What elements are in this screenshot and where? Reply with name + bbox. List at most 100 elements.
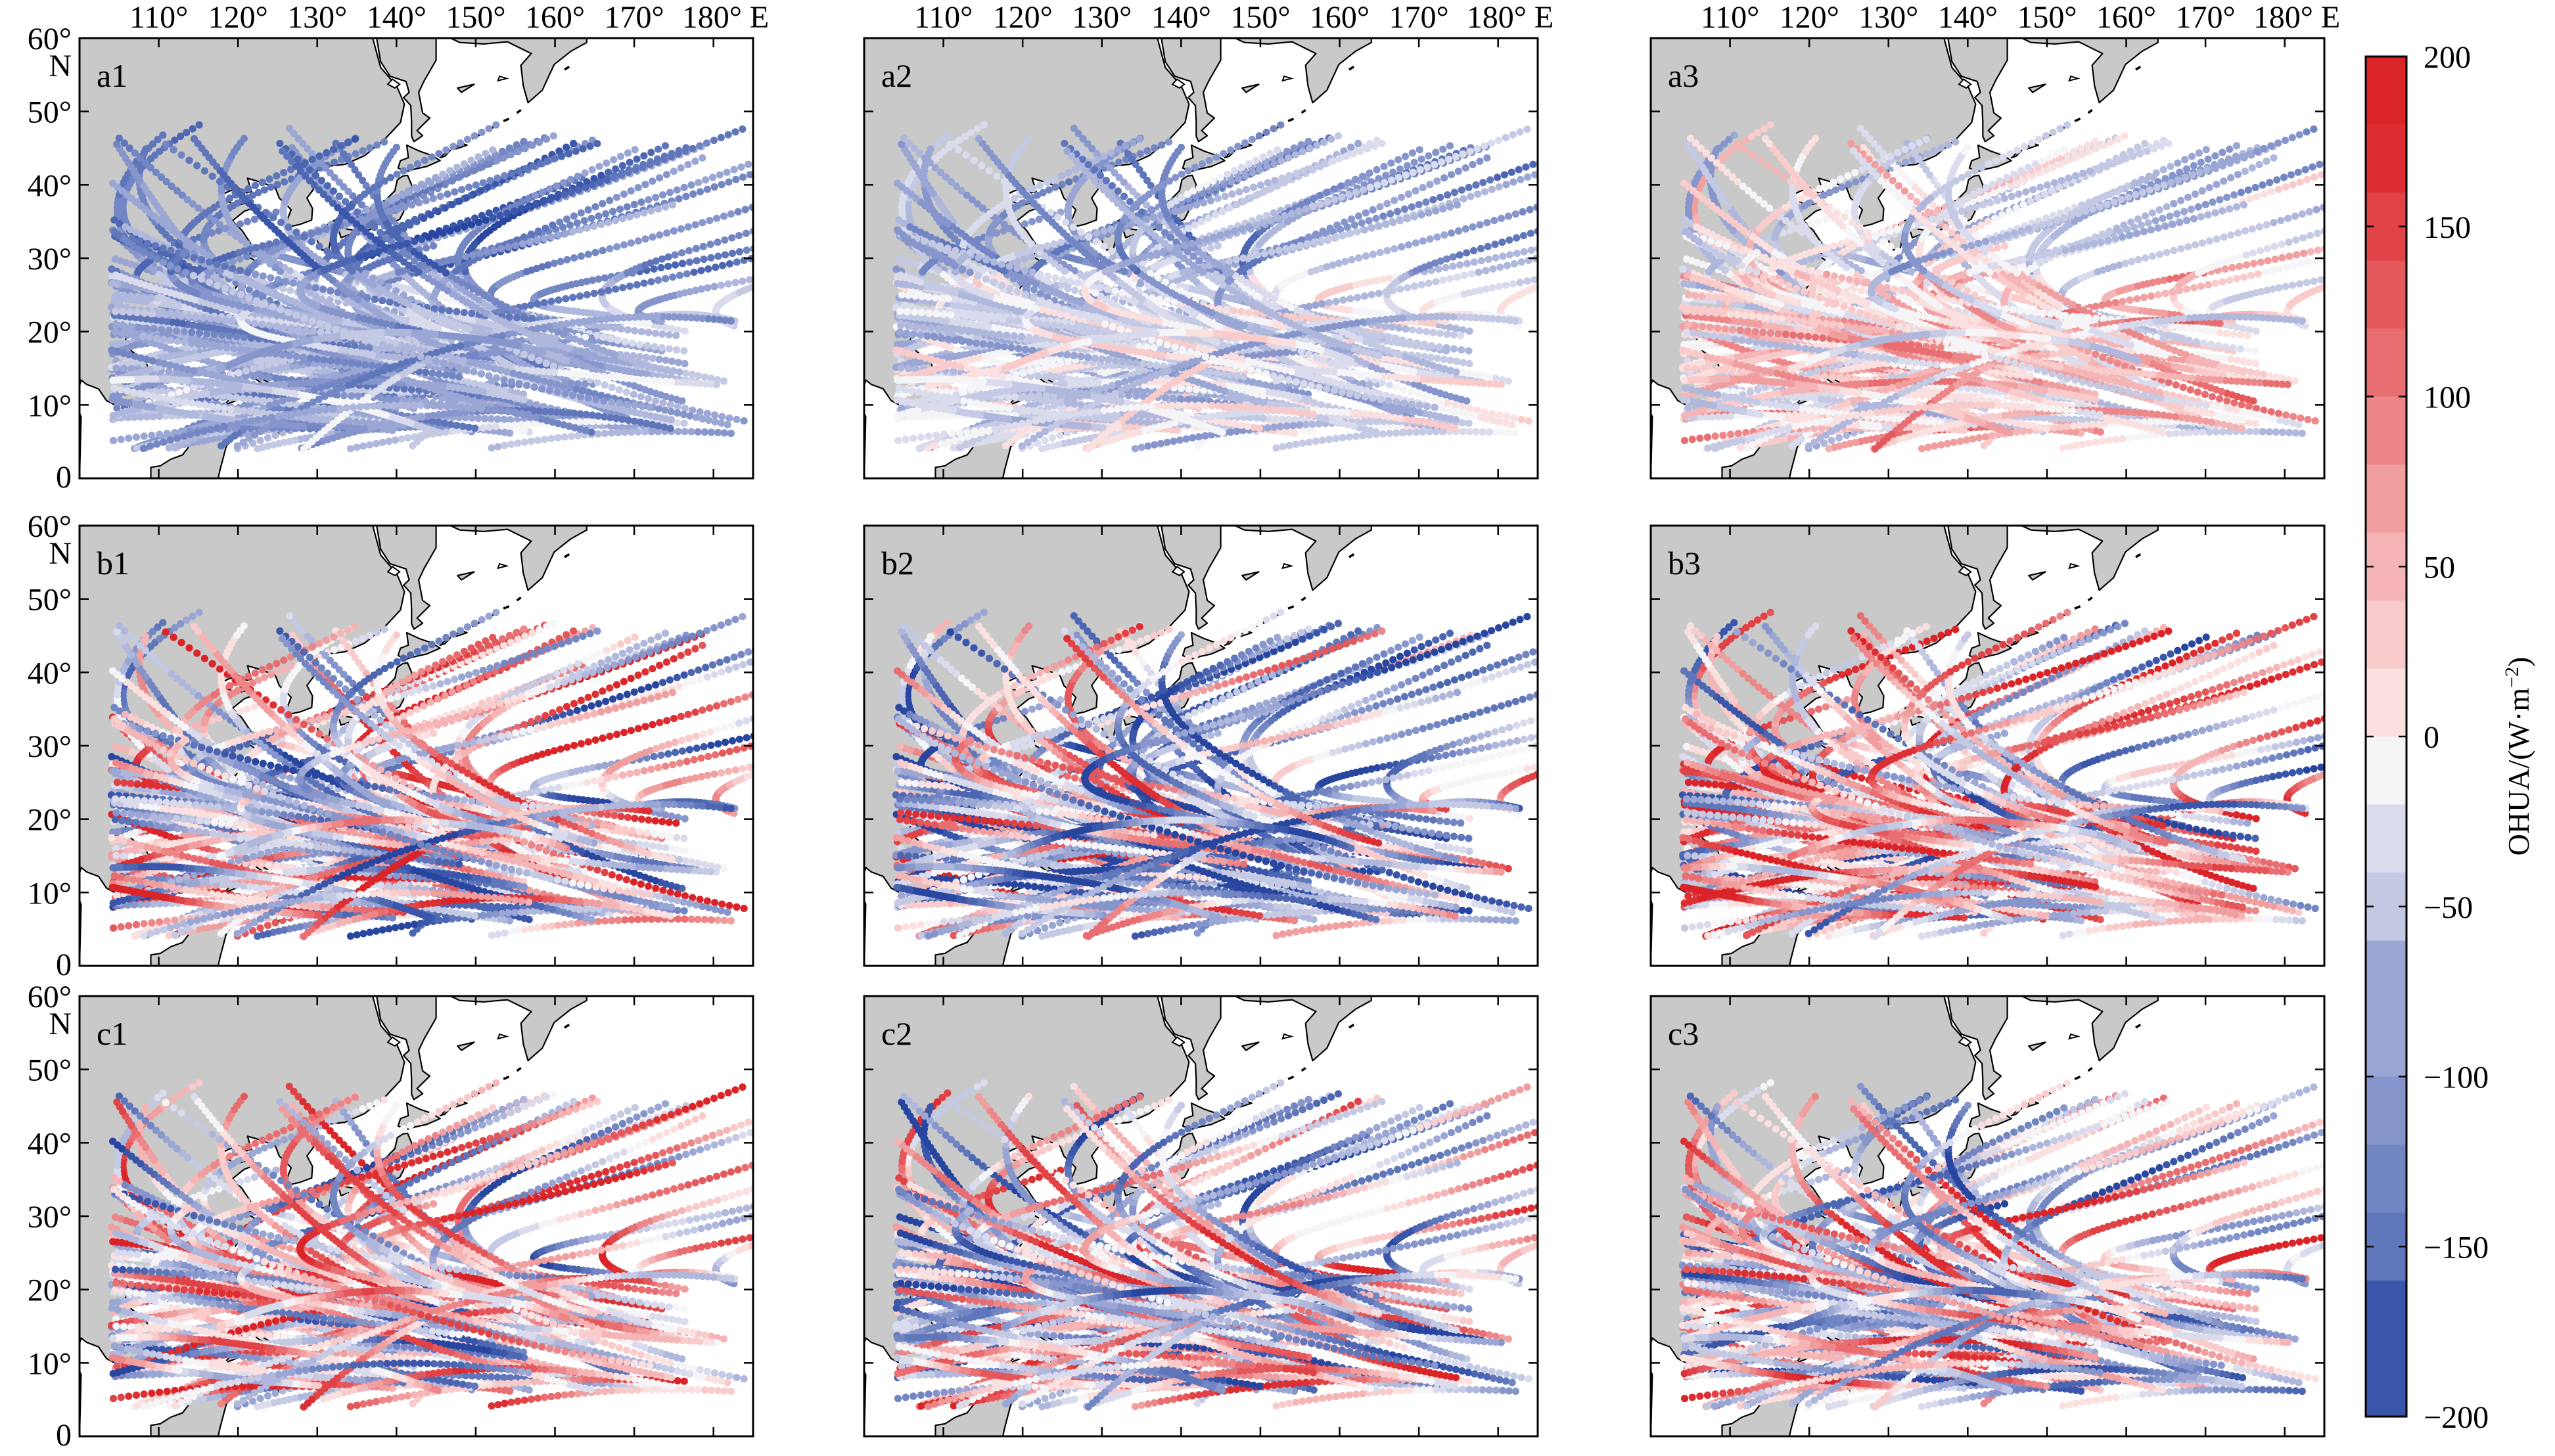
track-point xyxy=(663,229,670,237)
track-point xyxy=(621,429,628,436)
track-point xyxy=(642,235,649,242)
track-point xyxy=(271,432,279,439)
track-point xyxy=(728,234,735,241)
track-point xyxy=(352,150,359,157)
track-point xyxy=(604,323,611,330)
track-point xyxy=(534,437,541,444)
track-point xyxy=(743,246,750,254)
track-point xyxy=(545,185,553,193)
track-point xyxy=(557,258,564,265)
track-point xyxy=(702,176,709,183)
track-point xyxy=(143,413,150,421)
track-point xyxy=(687,181,695,189)
track-point xyxy=(634,428,641,436)
track-point xyxy=(401,385,408,392)
track-point xyxy=(638,328,645,335)
track-point xyxy=(469,415,476,422)
track-point xyxy=(607,335,614,342)
track-point xyxy=(286,125,293,132)
track-point xyxy=(486,160,493,168)
track-point xyxy=(112,256,119,263)
track-point xyxy=(599,247,606,254)
track-point xyxy=(674,187,681,194)
track-point xyxy=(595,430,602,438)
track-point xyxy=(159,131,166,139)
track-point xyxy=(528,438,535,445)
track-point xyxy=(616,206,624,213)
track-point xyxy=(620,241,628,248)
track-point xyxy=(721,429,728,436)
track-point xyxy=(574,432,582,439)
track-point xyxy=(649,233,656,240)
track-point xyxy=(666,331,673,338)
track-point xyxy=(713,215,720,222)
track-point xyxy=(561,434,568,441)
track-point xyxy=(539,189,546,196)
track-point xyxy=(585,251,592,258)
track-point xyxy=(133,445,140,452)
track-point xyxy=(672,262,679,269)
track-point xyxy=(672,332,679,339)
track-point xyxy=(595,163,603,170)
track-point xyxy=(595,212,602,219)
track-point xyxy=(732,176,739,183)
track-point xyxy=(578,252,585,260)
track-point xyxy=(587,215,595,222)
track-point xyxy=(251,216,258,223)
track-point xyxy=(628,239,635,246)
track-point xyxy=(680,347,687,354)
track-point xyxy=(678,249,685,256)
track-point xyxy=(666,189,674,196)
track-point xyxy=(701,428,708,436)
track-point xyxy=(150,413,157,420)
track-point xyxy=(711,183,718,191)
track-point xyxy=(645,196,652,203)
track-point xyxy=(606,245,613,252)
track-point xyxy=(264,434,271,442)
track-point xyxy=(154,294,161,302)
track-point xyxy=(515,148,522,155)
track-point xyxy=(574,173,582,180)
track-point xyxy=(699,219,706,226)
track-point xyxy=(555,434,562,442)
track-point xyxy=(373,141,380,148)
track-point xyxy=(581,217,588,224)
track-point xyxy=(563,256,570,263)
track-point xyxy=(525,195,532,202)
track-point xyxy=(536,139,543,146)
track-point xyxy=(681,327,689,334)
track-point xyxy=(281,178,288,185)
track-point xyxy=(617,153,624,160)
track-point xyxy=(183,129,190,136)
track-point xyxy=(735,232,743,239)
track-point xyxy=(500,154,507,162)
track-point xyxy=(156,413,163,420)
track-point xyxy=(614,429,622,436)
track-point xyxy=(568,433,575,440)
track-point xyxy=(567,176,574,183)
track-point xyxy=(688,428,695,435)
track-point xyxy=(701,256,708,263)
track-point xyxy=(635,237,642,244)
track-point xyxy=(745,161,752,168)
track-point xyxy=(481,415,488,422)
track-point xyxy=(632,146,639,153)
track-point xyxy=(218,442,225,449)
track-point xyxy=(494,415,501,422)
track-point xyxy=(631,201,638,208)
track-point xyxy=(120,365,127,372)
track-point xyxy=(532,192,539,199)
track-point xyxy=(348,392,355,399)
track-point xyxy=(127,292,134,300)
track-point xyxy=(265,374,273,381)
track-point xyxy=(652,194,659,201)
track-point xyxy=(721,237,728,244)
track-point xyxy=(670,227,678,235)
track-point xyxy=(141,294,148,301)
track-point xyxy=(742,206,749,213)
track-point xyxy=(754,168,761,175)
track-point xyxy=(120,292,127,299)
track-point xyxy=(110,216,118,223)
track-point xyxy=(614,336,622,344)
track-point xyxy=(722,251,729,258)
